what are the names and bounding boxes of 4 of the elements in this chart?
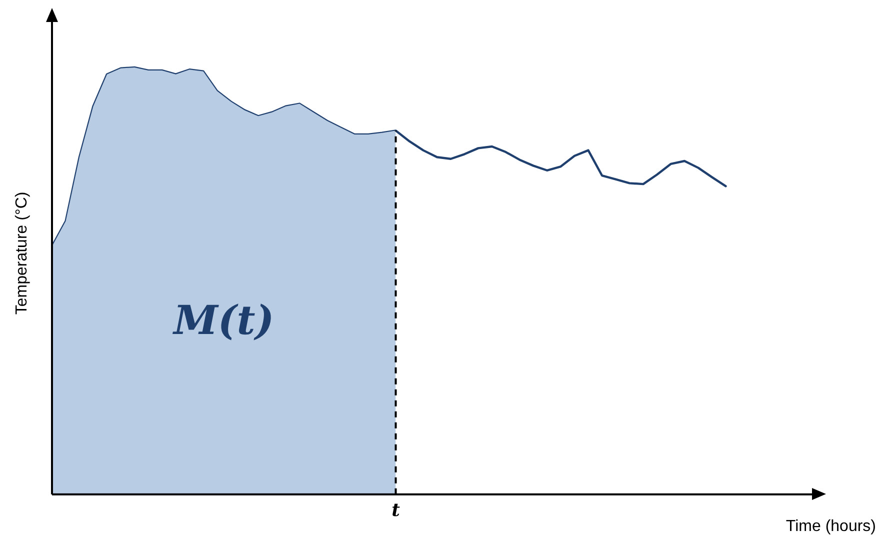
text: t (392, 500, 401, 522)
x-axis-title: Time (hours) (786, 518, 876, 535)
annotation: M(t) (172, 297, 274, 344)
y-axis-title: Temperature (°C) (13, 192, 30, 315)
